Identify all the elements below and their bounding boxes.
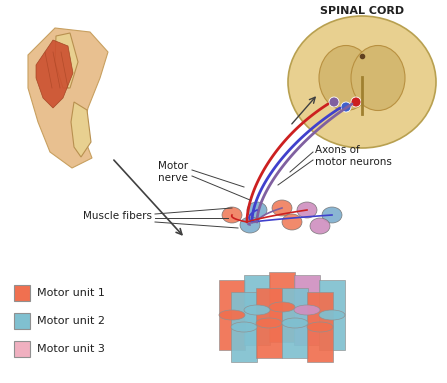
Ellipse shape <box>231 322 257 332</box>
Text: Motor unit 3: Motor unit 3 <box>37 344 105 354</box>
Bar <box>14 341 30 357</box>
Bar <box>282 288 308 358</box>
Bar <box>231 292 257 362</box>
Bar <box>244 275 270 345</box>
Bar <box>307 292 333 362</box>
Text: Motor
nerve: Motor nerve <box>158 161 188 183</box>
Bar <box>256 288 282 358</box>
Circle shape <box>329 97 339 107</box>
Ellipse shape <box>297 202 317 218</box>
Ellipse shape <box>269 302 295 312</box>
Circle shape <box>341 102 351 112</box>
Bar <box>294 275 320 345</box>
Text: Muscle fibers: Muscle fibers <box>83 211 152 221</box>
Polygon shape <box>55 33 78 88</box>
Ellipse shape <box>351 46 405 111</box>
Circle shape <box>351 97 361 107</box>
Text: SPINAL CORD: SPINAL CORD <box>320 6 404 16</box>
Ellipse shape <box>247 202 267 218</box>
Ellipse shape <box>219 310 245 320</box>
Ellipse shape <box>222 207 242 223</box>
Bar <box>319 280 345 350</box>
Ellipse shape <box>294 305 320 315</box>
Text: Axons of
motor neurons: Axons of motor neurons <box>315 145 392 167</box>
Polygon shape <box>28 28 108 168</box>
Ellipse shape <box>310 218 330 234</box>
Ellipse shape <box>256 318 282 328</box>
Text: Motor unit 1: Motor unit 1 <box>37 288 105 298</box>
Ellipse shape <box>307 322 333 332</box>
Ellipse shape <box>282 318 308 328</box>
Polygon shape <box>36 40 73 108</box>
Bar <box>219 280 245 350</box>
Ellipse shape <box>322 207 342 223</box>
Bar <box>269 272 295 342</box>
Bar <box>14 285 30 301</box>
Ellipse shape <box>282 214 302 230</box>
Text: Motor unit 2: Motor unit 2 <box>37 316 105 326</box>
Ellipse shape <box>319 46 373 111</box>
Bar <box>14 313 30 329</box>
Polygon shape <box>71 102 91 157</box>
Ellipse shape <box>272 200 292 216</box>
Ellipse shape <box>240 217 260 233</box>
Ellipse shape <box>319 310 345 320</box>
Ellipse shape <box>244 305 270 315</box>
Ellipse shape <box>288 16 436 148</box>
